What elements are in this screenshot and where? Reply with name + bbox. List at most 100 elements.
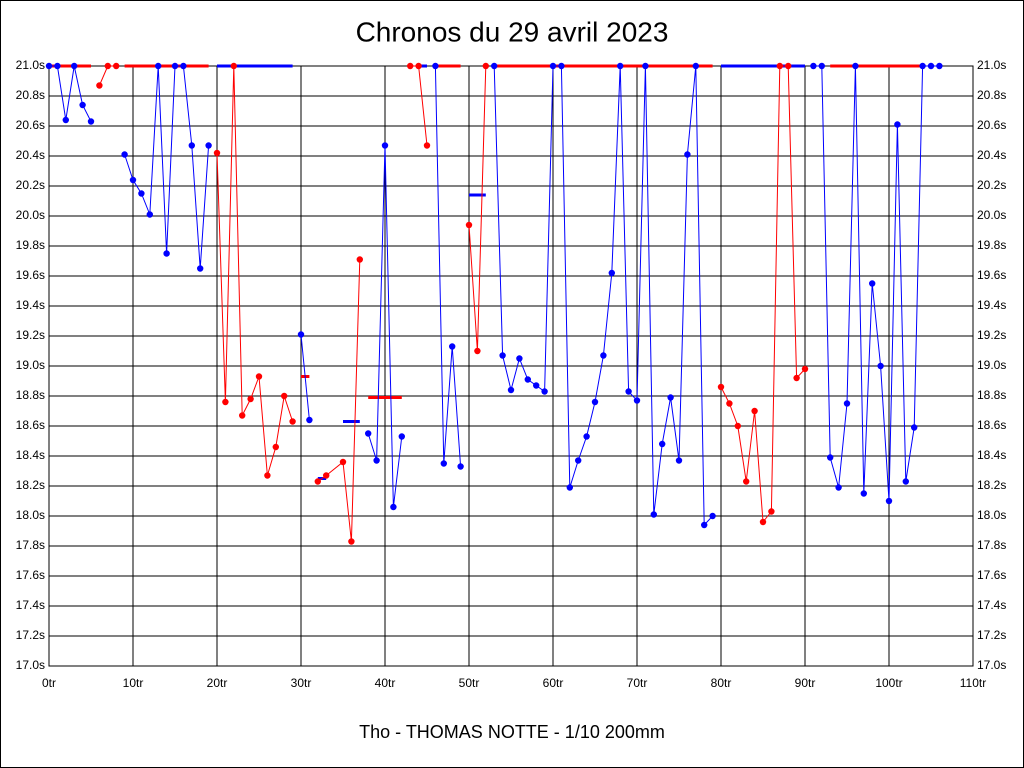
point bbox=[633, 397, 641, 404]
y-tick-label-right: 20.6s bbox=[977, 118, 1006, 132]
point bbox=[743, 478, 750, 485]
y-tick-label: 19.0s bbox=[16, 358, 45, 372]
y-tick-label: 19.2s bbox=[16, 328, 45, 342]
point bbox=[457, 463, 464, 470]
point bbox=[45, 62, 53, 70]
point bbox=[129, 176, 137, 184]
point bbox=[785, 62, 792, 70]
point bbox=[860, 490, 867, 497]
point bbox=[810, 62, 817, 70]
x-tick-label: 30tr bbox=[291, 676, 312, 690]
point bbox=[54, 62, 61, 70]
point bbox=[272, 443, 279, 451]
y-tick-label-right: 20.8s bbox=[977, 88, 1006, 102]
point bbox=[869, 280, 876, 287]
point bbox=[776, 62, 783, 70]
point bbox=[902, 478, 909, 485]
point bbox=[541, 388, 548, 395]
y-tick-label: 21.0s bbox=[16, 58, 45, 72]
point bbox=[339, 458, 347, 466]
point bbox=[734, 422, 741, 430]
point bbox=[465, 221, 473, 229]
point bbox=[239, 412, 246, 419]
y-tick-label: 20.2s bbox=[16, 178, 45, 192]
y-tick-label: 18.6s bbox=[16, 418, 45, 432]
point bbox=[575, 457, 582, 464]
point bbox=[827, 454, 834, 461]
y-tick-label-right: 17.0s bbox=[977, 658, 1006, 672]
point bbox=[877, 362, 884, 370]
point bbox=[499, 352, 506, 359]
point bbox=[398, 433, 405, 440]
point bbox=[121, 151, 128, 158]
y-tick-label: 18.2s bbox=[16, 478, 45, 492]
point bbox=[675, 457, 683, 464]
point bbox=[625, 388, 632, 395]
y-tick-label: 20.8s bbox=[16, 88, 45, 102]
point bbox=[709, 512, 716, 520]
point bbox=[516, 355, 523, 362]
y-tick-label: 18.4s bbox=[16, 448, 45, 462]
point bbox=[701, 521, 708, 529]
point bbox=[608, 269, 615, 277]
point bbox=[885, 497, 893, 505]
point bbox=[79, 101, 86, 109]
point bbox=[348, 538, 355, 545]
y-tick-label: 20.0s bbox=[16, 208, 45, 222]
point bbox=[314, 478, 321, 485]
point bbox=[373, 457, 380, 464]
point bbox=[197, 265, 204, 272]
point bbox=[205, 142, 212, 149]
x-tick-label: 20tr bbox=[207, 676, 228, 690]
point bbox=[390, 503, 397, 511]
y-tick-label: 17.6s bbox=[16, 568, 45, 582]
point bbox=[71, 62, 78, 70]
y-tick-label: 17.2s bbox=[16, 628, 45, 642]
point bbox=[306, 416, 313, 424]
point bbox=[852, 62, 859, 70]
point bbox=[894, 121, 901, 128]
y-tick-label: 19.8s bbox=[16, 238, 45, 252]
y-tick-label: 17.0s bbox=[16, 658, 45, 672]
point bbox=[549, 62, 557, 70]
point bbox=[297, 331, 305, 338]
point bbox=[524, 376, 531, 383]
point bbox=[759, 518, 767, 526]
point bbox=[936, 62, 943, 70]
y-tick-label-right: 21.0s bbox=[977, 58, 1006, 72]
point bbox=[927, 62, 935, 70]
x-tick-label: 90tr bbox=[795, 676, 816, 690]
y-tick-label: 18.8s bbox=[16, 388, 45, 402]
point bbox=[62, 116, 69, 124]
point bbox=[692, 62, 699, 70]
y-tick-label-right: 18.2s bbox=[977, 478, 1006, 492]
point bbox=[146, 211, 153, 218]
point bbox=[617, 62, 624, 70]
point bbox=[768, 508, 775, 515]
point bbox=[365, 430, 372, 437]
point bbox=[659, 440, 666, 448]
y-tick-label: 17.4s bbox=[16, 598, 45, 612]
point bbox=[87, 118, 95, 125]
point bbox=[213, 149, 221, 157]
point bbox=[255, 373, 263, 380]
y-tick-label-right: 19.2s bbox=[977, 328, 1006, 342]
point bbox=[222, 398, 229, 406]
point bbox=[491, 62, 498, 70]
y-tick-label-right: 20.4s bbox=[977, 148, 1006, 162]
y-tick-label-right: 18.4s bbox=[977, 448, 1006, 462]
point bbox=[717, 383, 725, 391]
y-tick-label-right: 17.2s bbox=[977, 628, 1006, 642]
point bbox=[432, 62, 439, 70]
point bbox=[726, 400, 733, 407]
point bbox=[163, 250, 170, 257]
y-tick-label-right: 19.4s bbox=[977, 298, 1006, 312]
x-tick-label: 60tr bbox=[543, 676, 564, 690]
x-tick-label: 40tr bbox=[375, 676, 396, 690]
y-tick-label: 20.6s bbox=[16, 118, 45, 132]
point bbox=[264, 472, 271, 479]
series-line bbox=[300, 334, 310, 421]
point bbox=[247, 395, 254, 403]
